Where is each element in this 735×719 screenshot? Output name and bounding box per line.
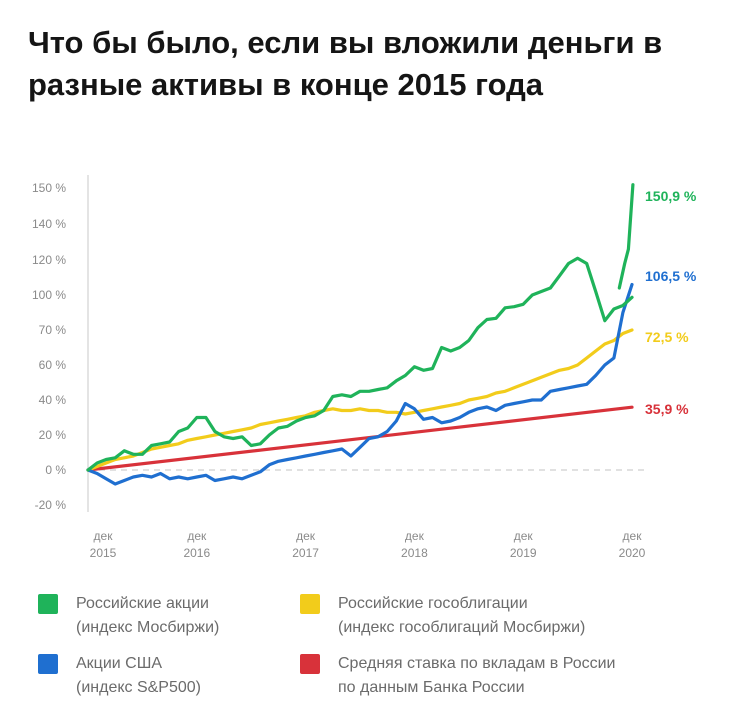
x-tick-label-year: 2017: [292, 546, 319, 560]
series-line: [86, 282, 634, 486]
y-tick-label: 60 %: [39, 358, 67, 372]
x-tick-label-month: дек: [405, 529, 425, 543]
x-tick-label-month: дек: [514, 529, 534, 543]
series-line: [86, 256, 634, 472]
x-tick-label-month: дек: [296, 529, 316, 543]
x-tick-label-year: 2015: [90, 546, 117, 560]
x-tick-label-month: дек: [623, 529, 643, 543]
y-tick-label: 100 %: [32, 288, 66, 302]
x-tick-label-year: 2020: [619, 546, 646, 560]
x-tick-label-month: дек: [187, 529, 207, 543]
series-line-end: [617, 183, 635, 290]
y-tick-label: 40 %: [39, 393, 67, 407]
series-end-label: 106,5 %: [645, 268, 697, 284]
series-line: [86, 405, 634, 472]
series-end-label: 150,9 %: [645, 188, 697, 204]
y-tick-label: 120 %: [32, 253, 66, 267]
series-end-label: 72,5 %: [645, 329, 689, 345]
y-tick-label: 140 %: [32, 217, 66, 231]
x-tick-label-year: 2016: [183, 546, 210, 560]
x-tick-label-year: 2019: [510, 546, 537, 560]
y-tick-label: 0 %: [45, 463, 66, 477]
series-line: [86, 328, 634, 472]
y-tick-label: 150 %: [32, 181, 66, 195]
y-tick-label: 70 %: [39, 323, 67, 337]
page-title: Что бы было, если вы вложили деньги в ра…: [28, 25, 663, 102]
series-end-label: 35,9 %: [645, 401, 689, 417]
x-tick-label-year: 2018: [401, 546, 428, 560]
y-tick-label: -20 %: [35, 498, 67, 512]
x-tick-label-month: дек: [94, 529, 114, 543]
y-tick-label: 20 %: [39, 428, 67, 442]
